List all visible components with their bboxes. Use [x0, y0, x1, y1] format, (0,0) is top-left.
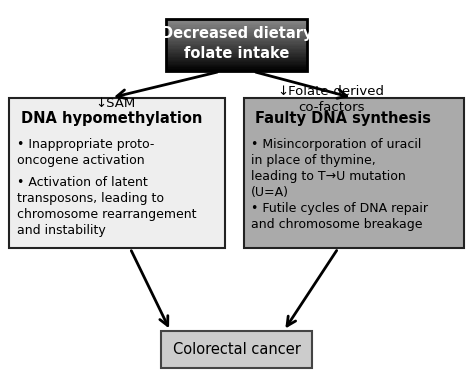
Bar [166, 19, 307, 71]
Text: Faulty DNA synthesis: Faulty DNA synthesis [255, 111, 431, 126]
Bar [166, 33, 307, 35]
Bar [166, 26, 307, 27]
Bar [166, 52, 307, 53]
Bar [166, 21, 307, 23]
Text: ↓Folate-derived
co-factors: ↓Folate-derived co-factors [278, 85, 385, 114]
Bar [166, 69, 307, 70]
Bar [166, 29, 307, 30]
Bar [166, 27, 307, 28]
Bar [166, 19, 307, 20]
Text: ↓SAM: ↓SAM [96, 97, 136, 110]
Bar [166, 45, 307, 46]
Bar [166, 61, 307, 62]
Bar [166, 32, 307, 33]
Text: Decreased dietary
folate intake: Decreased dietary folate intake [161, 26, 312, 61]
Bar [166, 65, 307, 66]
Text: DNA hypomethylation: DNA hypomethylation [21, 111, 202, 126]
Bar [166, 46, 307, 48]
Bar [166, 48, 307, 49]
Bar [166, 36, 307, 37]
Bar [166, 35, 307, 36]
Bar [166, 24, 307, 25]
Bar [161, 331, 312, 368]
Bar [166, 40, 307, 41]
Bar [166, 57, 307, 58]
Bar [166, 42, 307, 44]
Bar [166, 28, 307, 29]
Bar [166, 62, 307, 64]
Bar [166, 56, 307, 57]
Bar [166, 70, 307, 71]
Bar [166, 66, 307, 68]
Bar [166, 41, 307, 42]
Text: • Futile cycles of DNA repair
and chromosome breakage: • Futile cycles of DNA repair and chromo… [251, 202, 428, 231]
Bar [166, 23, 307, 24]
Text: • Misincorporation of uracil
in place of thymine,
leading to T→U mutation
(U=A): • Misincorporation of uracil in place of… [251, 138, 421, 199]
Bar [166, 64, 307, 65]
Bar [166, 31, 307, 32]
Bar [166, 37, 307, 38]
Bar [166, 20, 307, 21]
Bar [166, 49, 307, 50]
Bar [166, 53, 307, 54]
Text: • Inappropriate proto-
oncogene activation: • Inappropriate proto- oncogene activati… [17, 138, 154, 167]
Bar [166, 50, 307, 52]
Text: Colorectal cancer: Colorectal cancer [173, 342, 300, 357]
Bar [166, 68, 307, 69]
Bar [244, 98, 464, 248]
Bar [166, 39, 307, 40]
Bar [166, 58, 307, 60]
Text: • Activation of latent
transposons, leading to
chromosome rearrangement
and inst: • Activation of latent transposons, lead… [17, 176, 196, 237]
Bar [9, 98, 225, 248]
Bar [166, 54, 307, 56]
Bar [166, 60, 307, 61]
Bar [166, 44, 307, 45]
